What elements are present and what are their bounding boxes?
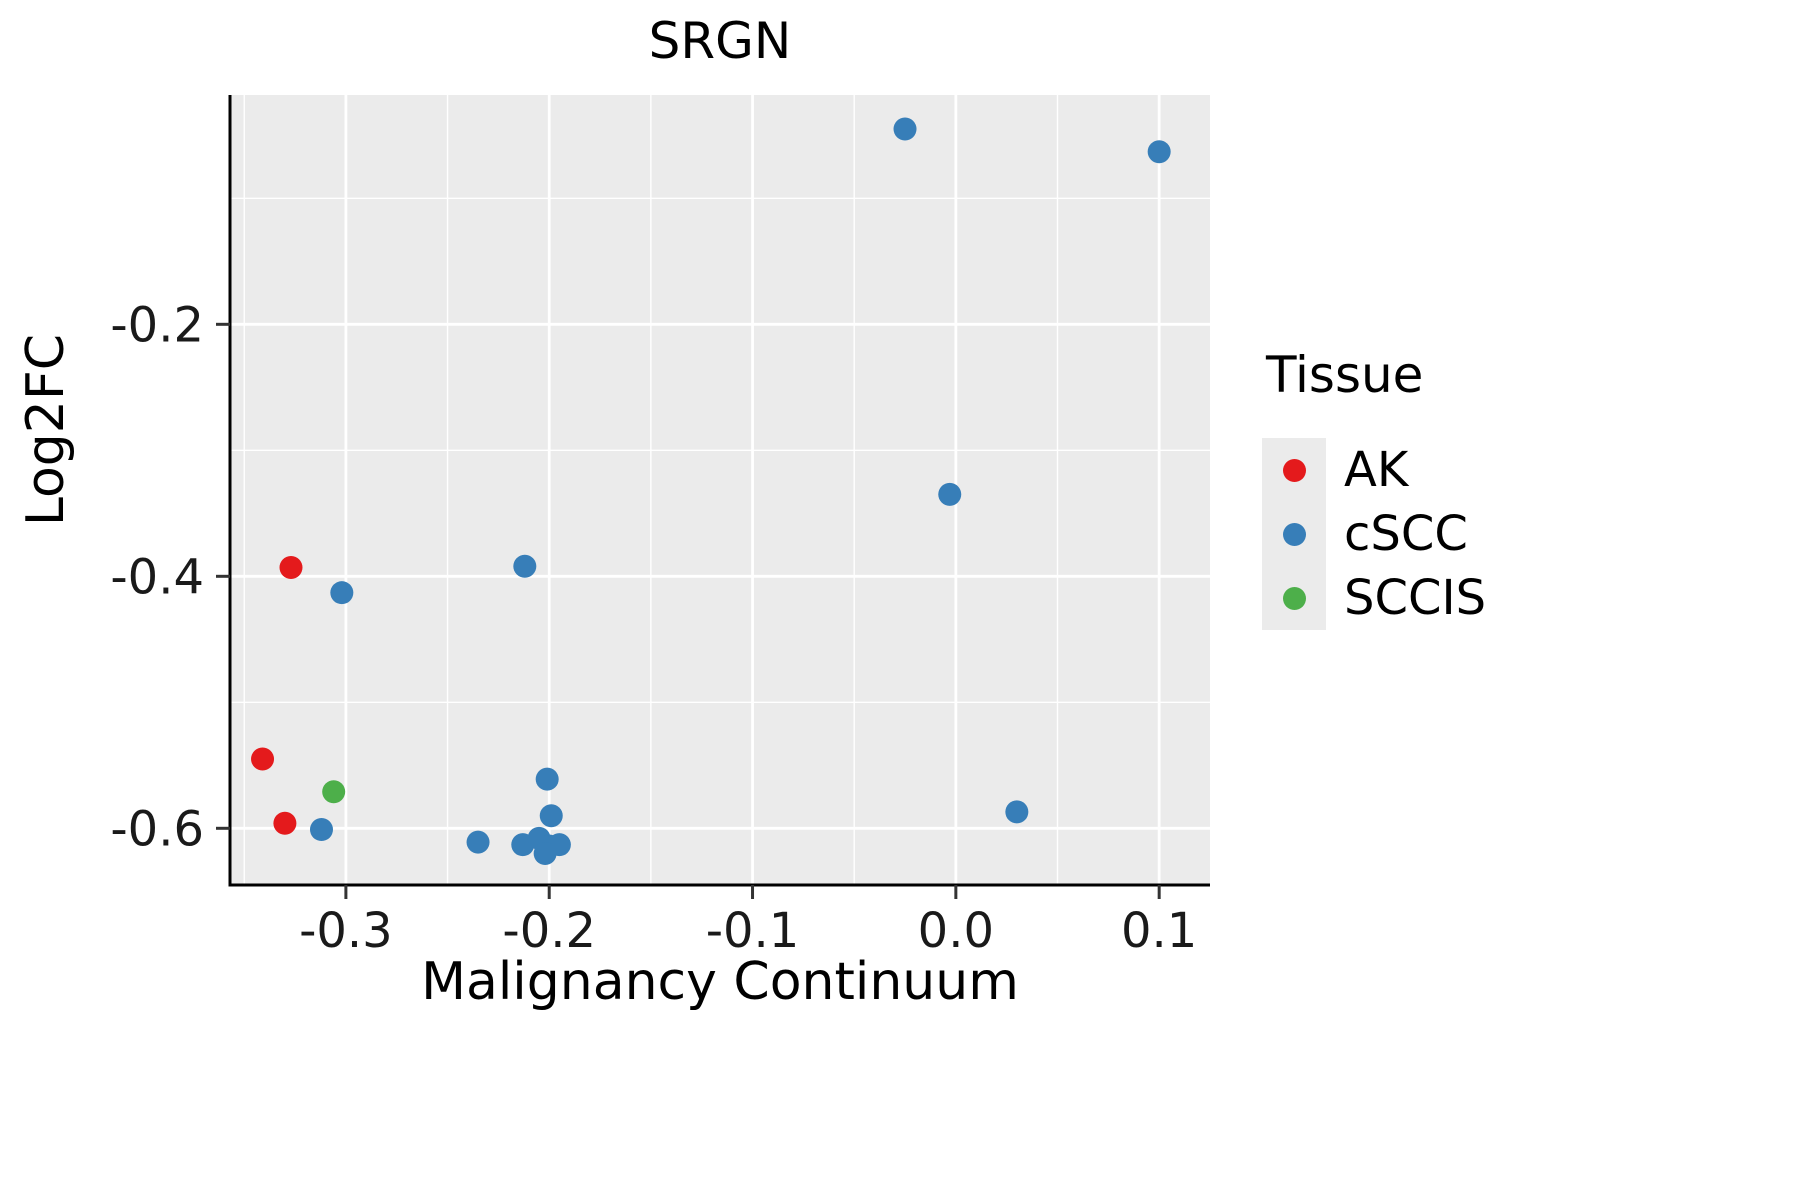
- data-point-cscc: [938, 482, 962, 506]
- cscc-dot-icon: [1282, 522, 1306, 546]
- panel-background: [230, 95, 1210, 885]
- data-point-cscc: [533, 842, 557, 866]
- legend-label-cscc: cSCC: [1344, 506, 1468, 562]
- legend-key-cscc: [1262, 502, 1326, 566]
- legend-entry-cscc: cSCC: [1262, 502, 1486, 566]
- legend-label-ak: AK: [1344, 442, 1409, 498]
- data-point-cscc: [535, 767, 559, 791]
- y-tick-label: -0.2: [110, 297, 204, 353]
- data-point-cscc: [539, 804, 563, 828]
- ak-dot-icon: [1282, 458, 1306, 482]
- data-point-sccis: [322, 780, 346, 804]
- x-tick-label: 0.1: [1121, 903, 1197, 959]
- data-point-ak: [251, 747, 275, 771]
- data-point-cscc: [309, 818, 333, 842]
- sccis-dot-icon: [1282, 586, 1306, 610]
- legend-entry-ak: AK: [1262, 438, 1486, 502]
- legend-key-sccis: [1262, 566, 1326, 630]
- legend-title: Tissue: [1266, 346, 1424, 404]
- data-point-ak: [273, 811, 297, 835]
- legend-key-ak: [1262, 438, 1326, 502]
- y-tick-label: -0.6: [110, 801, 204, 857]
- x-tick-label: -0.1: [706, 903, 800, 959]
- x-axis-title: Malignancy Continuum: [421, 952, 1019, 1012]
- data-point-cscc: [893, 117, 917, 141]
- data-point-cscc: [1005, 800, 1029, 824]
- data-point-cscc: [330, 581, 354, 605]
- x-tick-label: -0.2: [502, 903, 596, 959]
- legend-entry-sccis: SCCIS: [1262, 566, 1486, 630]
- x-tick-label: 0.0: [918, 903, 994, 959]
- y-tick-label: -0.4: [110, 549, 204, 605]
- data-point-cscc: [466, 830, 490, 854]
- data-point-cscc: [1147, 140, 1171, 164]
- legend-label-sccis: SCCIS: [1344, 570, 1487, 626]
- x-tick-label: -0.3: [299, 903, 393, 959]
- chart-title: SRGN: [648, 12, 792, 70]
- legend-entries: AK cSCC SCCIS: [1262, 438, 1486, 630]
- legend: Tissue AK cSCC SCCIS: [1262, 346, 1486, 630]
- data-point-ak: [279, 555, 303, 579]
- data-point-cscc: [513, 554, 537, 578]
